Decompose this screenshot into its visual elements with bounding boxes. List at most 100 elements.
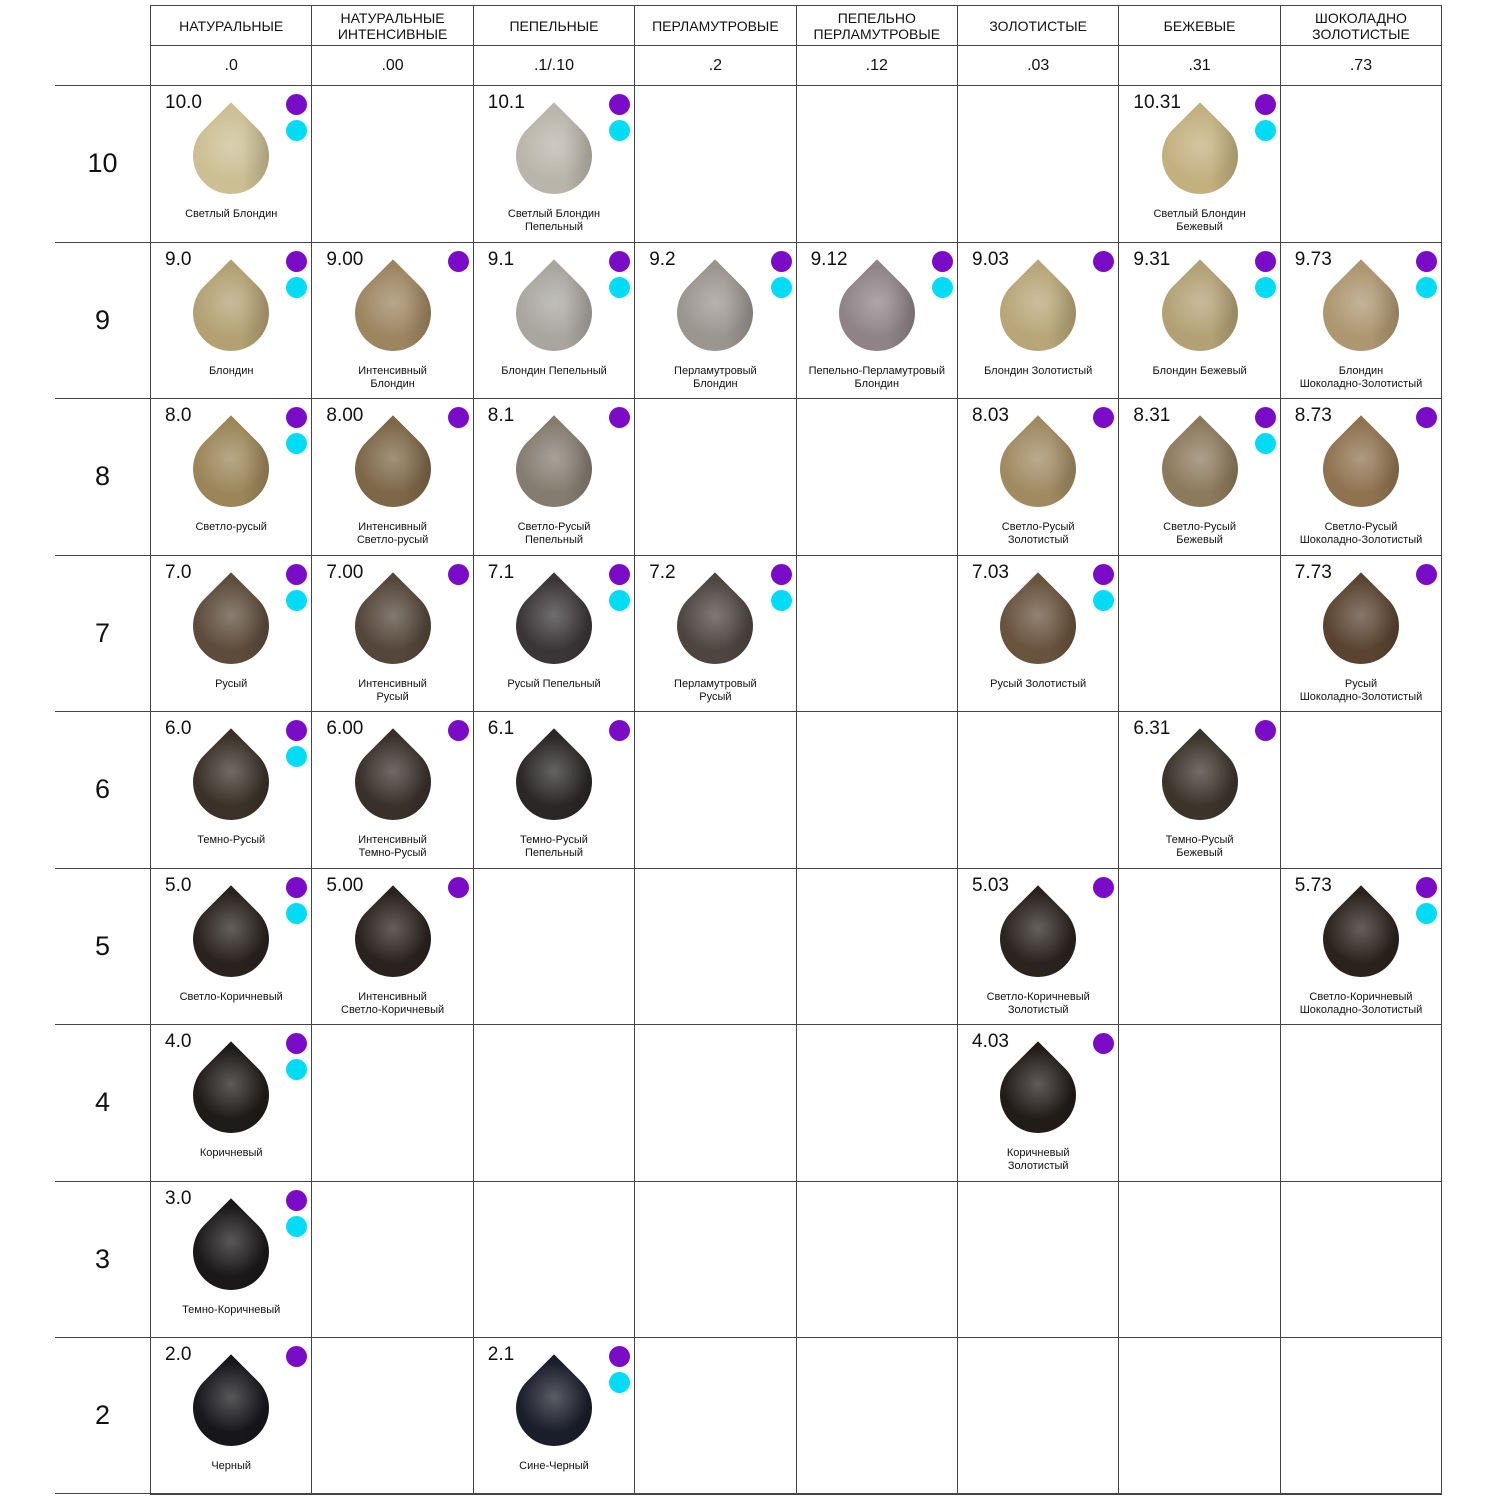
cyan-dot-icon bbox=[286, 1059, 308, 1080]
purple-dot-icon bbox=[931, 250, 953, 272]
shade-cell[interactable]: 9.0 Блондин bbox=[150, 241, 313, 399]
shade-name: Русый Шоколадно-Золотистый bbox=[1299, 677, 1423, 703]
hair-swatch bbox=[500, 726, 608, 836]
shade-cell[interactable]: 7.0 Русый bbox=[150, 554, 313, 712]
empty-cell bbox=[311, 85, 474, 243]
swatch-drop bbox=[984, 258, 1092, 367]
empty-cell bbox=[795, 711, 958, 869]
shade-code: 6.1 bbox=[487, 718, 515, 739]
purple-dot-icon bbox=[609, 407, 631, 428]
swatch-drop bbox=[500, 102, 608, 210]
shade-cell[interactable]: 6.00 Интенсивный Темно-Русый bbox=[311, 711, 474, 869]
shade-name: Пепельно-Перламутровый Блондин bbox=[808, 364, 945, 390]
shade-cell[interactable]: 6.31 Темно-Русый Бежевый bbox=[1118, 711, 1281, 869]
shade-cell[interactable]: 7.00 Интенсивный Русый bbox=[311, 554, 474, 712]
hair-swatch bbox=[500, 100, 608, 210]
empty-cell bbox=[472, 1024, 636, 1182]
shade-cell[interactable]: 2.1 Сине-Черный bbox=[472, 1337, 636, 1495]
shade-code: 9.00 bbox=[326, 248, 364, 270]
shade-cell[interactable]: 9.00 Интенсивный Блондин bbox=[311, 241, 474, 399]
shade-cell[interactable]: 7.73 Русый Шоколадно-Золотистый bbox=[1279, 554, 1443, 712]
shade-cell[interactable]: 9.03 Блондин Золотистый bbox=[957, 241, 1120, 399]
shade-cell[interactable]: 8.73 Светло-Русый Шоколадно-Золотистый bbox=[1279, 398, 1443, 556]
column-code: .73 bbox=[1279, 45, 1443, 86]
shade-cell[interactable]: 5.73 Светло-Коричневый Шоколадно-Золотист… bbox=[1279, 867, 1443, 1025]
empty-cell bbox=[1118, 1024, 1281, 1182]
column-header: ПЕРЛАМУТРОВЫЕ bbox=[634, 5, 797, 46]
hair-swatch bbox=[177, 413, 285, 523]
column-code: .00 bbox=[311, 45, 474, 86]
row-level-label: 6 bbox=[55, 711, 150, 868]
cyan-dot-icon bbox=[609, 589, 631, 611]
shade-name: Темно-Коричневый bbox=[182, 1303, 281, 1316]
purple-dot-icon bbox=[286, 563, 308, 585]
shade-name: Интенсивный Светло-русый bbox=[356, 521, 429, 546]
shade-cell[interactable]: 4.0 Коричневый bbox=[150, 1024, 313, 1182]
column-code: .12 bbox=[795, 45, 958, 86]
empty-cell bbox=[795, 867, 958, 1025]
shade-cell[interactable]: 5.03 Светло-Коричневый Золотистый bbox=[957, 867, 1120, 1025]
shade-cell[interactable]: 9.12 Пепельно-Перламутровый Блондин bbox=[795, 241, 958, 399]
shade-cell[interactable]: 10.31 Светлый Блондин Бежевый bbox=[1118, 85, 1281, 243]
shade-code: 9.1 bbox=[487, 248, 515, 270]
swatch-drop bbox=[500, 415, 608, 523]
purple-dot-icon bbox=[447, 407, 469, 428]
empty-cell bbox=[957, 711, 1120, 869]
shade-name: Коричневый Золотистый bbox=[1006, 1147, 1070, 1172]
shade-cell[interactable]: 7.2 Перламутровый Русый bbox=[634, 554, 797, 712]
shade-cell[interactable]: 4.03 Коричневый Золотистый bbox=[957, 1024, 1120, 1182]
shade-name: Темно-Русый Пепельный bbox=[520, 834, 588, 859]
purple-dot-icon bbox=[770, 250, 792, 272]
shade-cell[interactable]: 8.1 Светло-Русый Пепельный bbox=[472, 398, 636, 556]
swatch-drop bbox=[338, 258, 447, 367]
shade-cell[interactable]: 5.0 Светло-Коричневый bbox=[150, 867, 313, 1025]
shade-name: Интенсивный Блондин bbox=[358, 364, 427, 390]
swatch-drop bbox=[500, 728, 608, 836]
shade-cell[interactable]: 8.00 Интенсивный Светло-русый bbox=[311, 398, 474, 556]
cyan-dot-icon bbox=[286, 276, 308, 298]
purple-dot-icon bbox=[1254, 250, 1276, 272]
swatch-drop bbox=[1145, 258, 1254, 367]
hair-swatch bbox=[1145, 100, 1254, 210]
purple-dot-icon bbox=[1416, 563, 1438, 585]
empty-cell bbox=[957, 1337, 1120, 1495]
shade-cell[interactable]: 6.0 Темно-Русый bbox=[150, 711, 313, 869]
hair-swatch bbox=[984, 257, 1092, 367]
hair-swatch bbox=[177, 100, 285, 210]
shade-code: 10.0 bbox=[165, 92, 202, 113]
shade-cell[interactable]: 9.31 Блондин Бежевый bbox=[1118, 241, 1281, 399]
swatch-drop bbox=[661, 258, 770, 367]
purple-dot-icon bbox=[1416, 407, 1438, 428]
shade-cell[interactable]: 6.1 Темно-Русый Пепельный bbox=[472, 711, 636, 869]
shade-name: Светло-Коричневый bbox=[179, 990, 283, 1003]
purple-dot-icon bbox=[286, 876, 308, 898]
shade-cell[interactable]: 9.73 Блондин Шоколадно-Золотистый bbox=[1279, 241, 1443, 399]
shade-cell[interactable]: 7.1 Русый Пепельный bbox=[472, 554, 636, 712]
shade-cell[interactable]: 3.0 Темно-Коричневый bbox=[150, 1180, 313, 1338]
shade-cell[interactable]: 5.00 Интенсивный Светло-Коричневый bbox=[311, 867, 474, 1025]
swatch-drop bbox=[500, 571, 608, 680]
shade-cell[interactable]: 7.03 Русый Золотистый bbox=[957, 554, 1120, 712]
shade-code: 8.0 bbox=[165, 405, 192, 426]
swatch-drop bbox=[1307, 258, 1415, 367]
shade-cell[interactable]: 9.2 Перламутровый Блондин bbox=[634, 241, 797, 399]
shade-code: 6.00 bbox=[326, 718, 364, 739]
row-level-label: 3 bbox=[55, 1180, 150, 1338]
shade-cell[interactable]: 8.03 Светло-Русый Золотистый bbox=[957, 398, 1120, 556]
shade-cell[interactable]: 8.31 Светло-Русый Бежевый bbox=[1118, 398, 1281, 556]
purple-dot-icon bbox=[1254, 720, 1276, 741]
shade-code: 7.2 bbox=[649, 561, 676, 583]
shade-name: Светло-Коричневый Золотистый bbox=[986, 990, 1090, 1016]
shade-cell[interactable]: 9.1 Блондин Пепельный bbox=[472, 241, 636, 399]
shade-cell[interactable]: 8.0 Светло-русый bbox=[150, 398, 313, 556]
shade-cell[interactable]: 2.0 Черный bbox=[150, 1337, 313, 1495]
row-level-label: 10 bbox=[55, 85, 150, 242]
hair-swatch bbox=[1145, 413, 1254, 523]
empty-cell bbox=[472, 867, 636, 1025]
shade-cell[interactable]: 10.0 Светлый Блондин bbox=[150, 85, 313, 243]
purple-dot-icon bbox=[286, 250, 308, 272]
empty-cell bbox=[795, 1337, 958, 1495]
shade-cell[interactable]: 10.1 Светлый Блондин Пепельный bbox=[472, 85, 636, 243]
cyan-dot-icon bbox=[1254, 120, 1276, 141]
column-header: ПЕПЕЛЬНО ПЕРЛАМУТРОВЫЕ bbox=[795, 5, 958, 46]
